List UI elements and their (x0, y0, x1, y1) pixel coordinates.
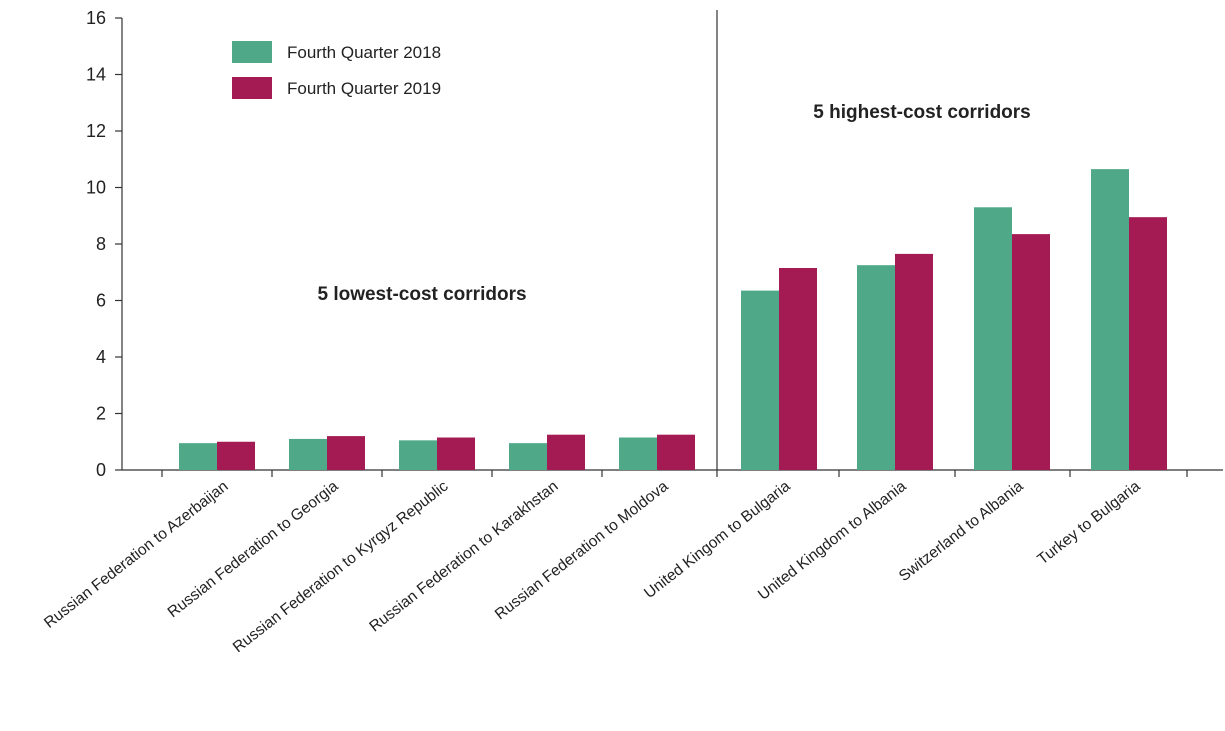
bar-q4-2018 (619, 438, 657, 470)
category-label: Russian Federation to Karakhstan (366, 478, 561, 636)
bar-q4-2018 (289, 439, 327, 470)
bar-q4-2018 (399, 440, 437, 470)
legend-swatch (232, 41, 272, 63)
category-label: Turkey to Bulgaria (1034, 478, 1143, 569)
bar-q4-2018 (974, 207, 1012, 470)
y-tick-label: 2 (96, 404, 106, 424)
bars (179, 169, 1167, 470)
y-tick-label: 14 (86, 65, 106, 85)
legend-swatch (232, 77, 272, 99)
legend-label: Fourth Quarter 2019 (287, 79, 441, 98)
bar-q4-2018 (1091, 169, 1129, 470)
category-label: Russian Federation to Azerbaijan (41, 478, 231, 632)
y-tick-label: 10 (86, 178, 106, 198)
bar-q4-2019 (657, 435, 695, 470)
bar-q4-2019 (1012, 234, 1050, 470)
bar-q4-2019 (217, 442, 255, 470)
bar-q4-2019 (547, 435, 585, 470)
annotation-lowest: 5 lowest-cost corridors (317, 284, 526, 305)
bar-q4-2018 (857, 265, 895, 470)
y-tick-label: 4 (96, 347, 106, 367)
legend-label: Fourth Quarter 2018 (287, 43, 441, 62)
category-label: Russian Federation to Georgia (165, 478, 342, 622)
legend: Fourth Quarter 2018 Fourth Quarter 2019 (232, 41, 441, 99)
bar-q4-2018 (179, 443, 217, 470)
annotation-highest: 5 highest-cost corridors (813, 102, 1031, 123)
bar-q4-2019 (437, 438, 475, 470)
bar-q4-2018 (741, 291, 779, 470)
category-labels: Russian Federation to AzerbaijanRussian … (41, 478, 1144, 657)
bar-q4-2019 (1129, 217, 1167, 470)
bar-q4-2019 (327, 436, 365, 470)
y-tick-label: 12 (86, 121, 106, 141)
bar-q4-2018 (509, 443, 547, 470)
y-tick-label: 8 (96, 234, 106, 254)
bar-q4-2019 (779, 268, 817, 470)
y-tick-label: 0 (96, 460, 106, 480)
bar-q4-2019 (895, 254, 933, 470)
category-label: Russian Federation to Moldova (492, 478, 672, 624)
y-tick-label: 6 (96, 291, 106, 311)
y-tick-label: 16 (86, 8, 106, 28)
category-label: Switzerland to Albania (896, 478, 1027, 586)
category-label: Russian Federation to Kyrgyz Republic (230, 478, 452, 657)
